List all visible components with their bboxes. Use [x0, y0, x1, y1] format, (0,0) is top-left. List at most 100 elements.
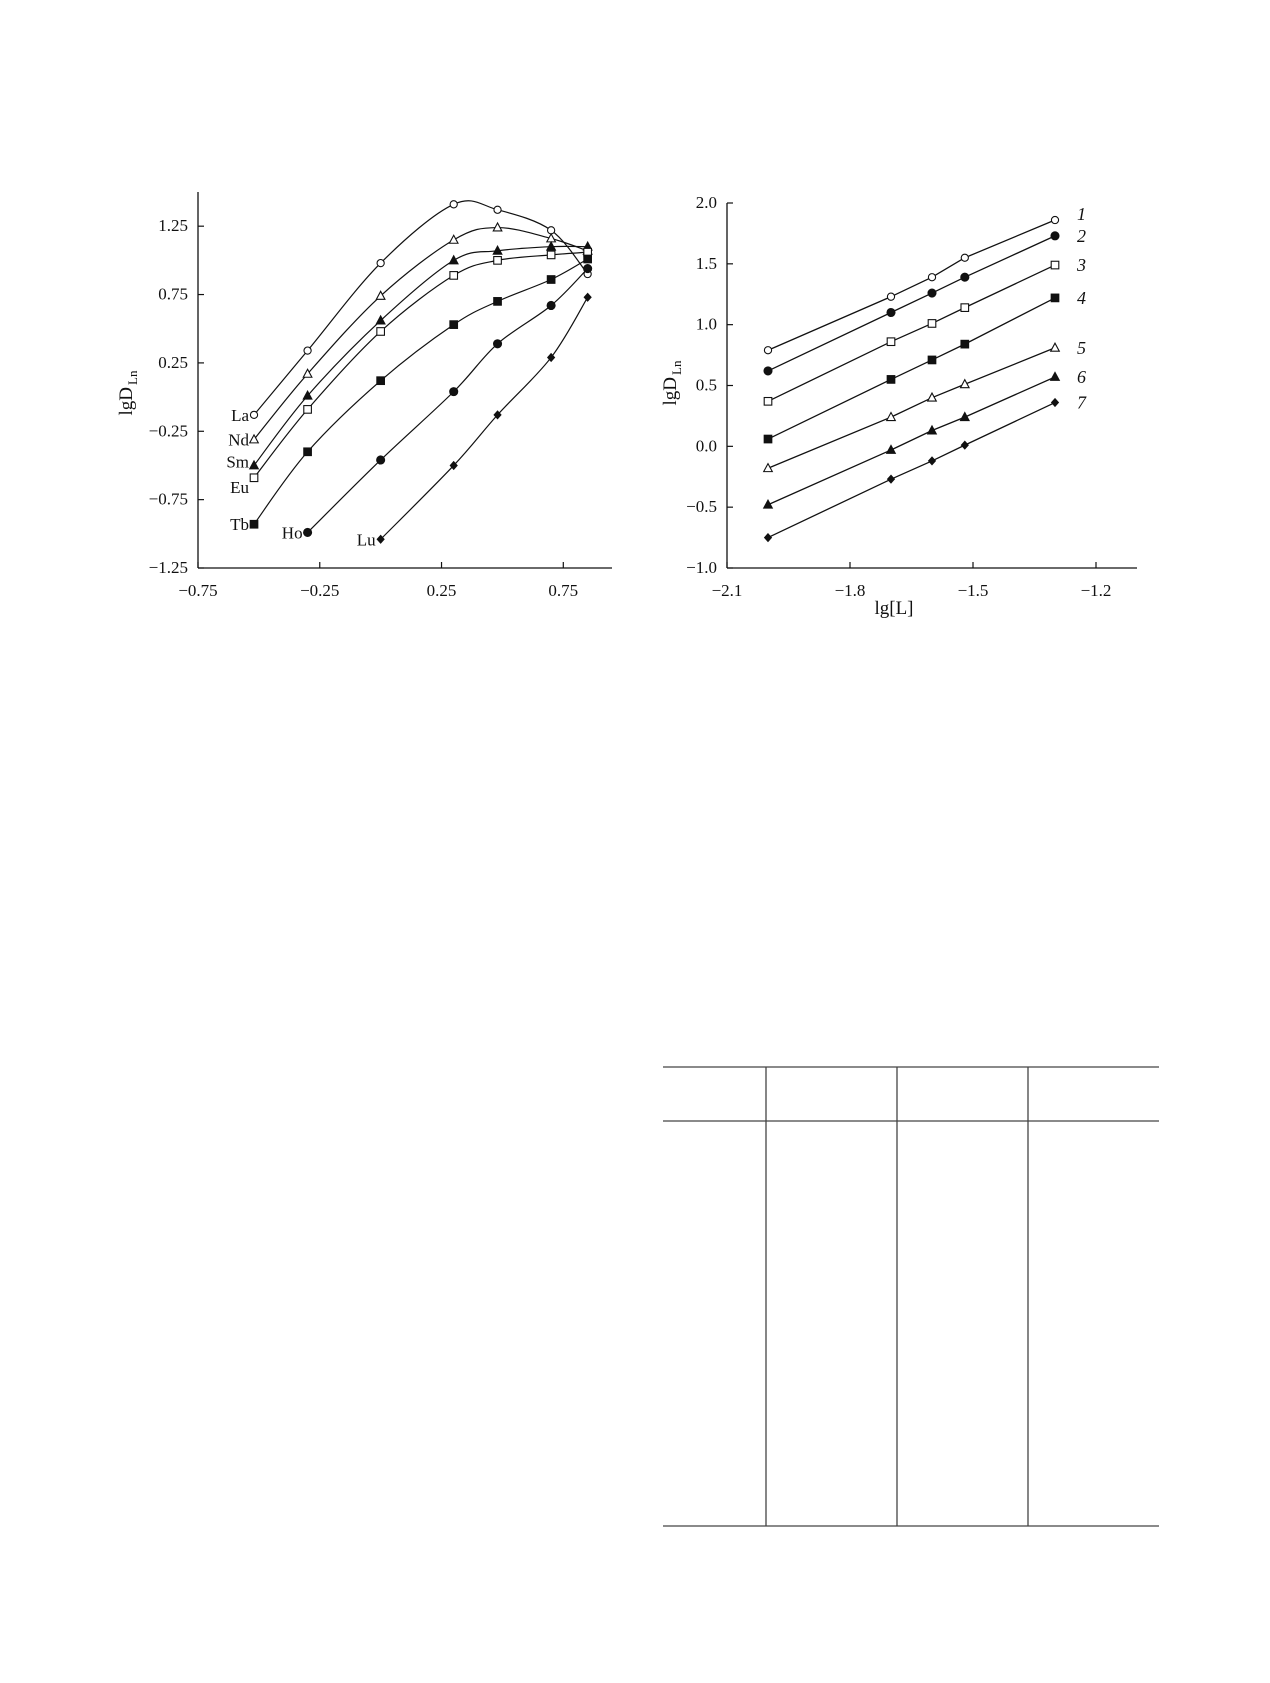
data-point-open-square — [376, 327, 385, 336]
series-label: 4 — [1077, 288, 1086, 308]
data-point-filled-circle — [546, 300, 556, 311]
series-label: Tb — [230, 515, 249, 534]
data-point-filled-circle — [583, 264, 593, 274]
data-point-filled-triangle — [375, 314, 386, 325]
x-tick-label: −0.25 — [300, 581, 339, 600]
data-point-filled-square — [927, 355, 937, 365]
x-tick-label: −1.8 — [835, 581, 866, 600]
data-point-open-triangle — [248, 433, 260, 444]
data-point-filled-circle — [960, 272, 970, 282]
y-axis-label-subscript: Ln — [669, 360, 684, 375]
data-point-filled-square — [493, 297, 502, 306]
series-line — [767, 235, 1056, 372]
data-point-filled-triangle — [959, 411, 971, 422]
data-point-filled-square — [303, 447, 312, 457]
data-point-open-triangle — [302, 368, 313, 378]
data-point-filled-circle — [303, 527, 313, 538]
data-point-filled-diamond — [546, 352, 556, 363]
data-point-filled-square — [583, 254, 592, 264]
y-tick-label: 1.25 — [158, 216, 188, 235]
series-label: 2 — [1077, 226, 1086, 246]
data-point-filled-diamond — [449, 460, 458, 471]
series-label: Ho — [282, 523, 303, 542]
data-point-open-square — [546, 250, 556, 260]
data-point-open-triangle — [885, 411, 897, 422]
series-3: 3 — [763, 255, 1086, 406]
data-point-filled-diamond — [927, 456, 937, 466]
series-line — [767, 376, 1056, 506]
y-tick-label: −0.5 — [686, 497, 717, 516]
data-point-filled-diamond — [493, 410, 502, 420]
x-tick-label: −1.2 — [1081, 581, 1112, 600]
x-tick-label: 0.75 — [548, 581, 578, 600]
series-line — [767, 401, 1056, 539]
series-6: 6 — [762, 367, 1086, 509]
data-point-open-square — [1050, 260, 1060, 270]
data-point-filled-square — [886, 375, 896, 384]
data-point-filled-diamond — [886, 474, 896, 484]
y-tick-label: 2.0 — [696, 193, 717, 212]
y-tick-label: −1.0 — [686, 558, 717, 577]
series-curve — [253, 251, 588, 479]
series-1: 1 — [763, 204, 1086, 355]
y-tick-label: 0.75 — [158, 285, 188, 304]
series-2: 2 — [763, 226, 1086, 376]
y-tick-label: 0.0 — [696, 436, 717, 455]
data-point-filled-diamond — [763, 532, 773, 543]
series-curve — [380, 296, 589, 540]
data-point-filled-square — [960, 339, 970, 349]
data-point-filled-triangle — [248, 459, 260, 470]
series-Lu: Lu — [357, 292, 592, 549]
series-curve — [253, 245, 588, 466]
x-tick-label: 0.25 — [427, 581, 457, 600]
data-point-open-square — [927, 319, 937, 328]
data-point-open-triangle — [959, 378, 971, 389]
data-point-filled-square — [546, 275, 556, 284]
data-table — [663, 1066, 1159, 1527]
data-point-filled-circle — [886, 307, 896, 318]
data-point-open-square — [763, 396, 773, 406]
series-La: La — [231, 200, 592, 425]
data-point-filled-triangle — [302, 389, 313, 400]
y-axis-label: lgD Ln — [660, 360, 684, 405]
data-point-filled-triangle — [492, 245, 503, 255]
data-point-open-square — [249, 473, 259, 483]
data-point-filled-circle — [927, 288, 937, 298]
y-axis-label: lgD Ln — [116, 370, 140, 415]
data-point-filled-square — [763, 434, 773, 444]
y-tick-label: 1.5 — [696, 254, 717, 273]
y-tick-label: 0.5 — [696, 376, 717, 395]
data-point-open-square — [449, 271, 459, 280]
data-point-open-circle — [376, 258, 385, 268]
chart-left-lgD-vs-x: lgD Ln −0.75 −0.25 0.25 0.75 1.25 0.75 0.25 −0.… — [116, 192, 612, 600]
data-point-filled-triangle — [926, 424, 938, 435]
x-tick-label: −2.1 — [712, 581, 743, 600]
chart-right-lgD-vs-lgL: lgD Ln lg[L] −2.1 −1.8 −1.5 −1.2 2.0 1.5 1.0 0.… — [660, 193, 1137, 619]
series-label: Eu — [230, 478, 249, 497]
series-line — [767, 264, 1056, 402]
data-point-open-triangle — [762, 462, 774, 473]
series-4: 4 — [763, 288, 1086, 444]
data-point-open-circle — [960, 253, 969, 262]
series-label: 1 — [1077, 204, 1086, 224]
series-curve — [253, 200, 589, 416]
data-point-open-circle — [493, 205, 502, 214]
data-point-filled-circle — [763, 366, 773, 376]
series-curve — [253, 258, 588, 525]
series-label: La — [231, 406, 249, 425]
series-line — [767, 347, 1056, 469]
series-Ho: Ho — [282, 264, 593, 542]
data-point-filled-square — [376, 376, 385, 386]
y-tick-label: −1.25 — [149, 558, 188, 577]
y-axis-label-text: lgD — [660, 377, 681, 406]
data-point-filled-diamond — [376, 534, 385, 544]
series-line — [767, 297, 1056, 440]
data-point-filled-square — [249, 519, 259, 529]
data-point-open-triangle — [492, 221, 503, 232]
data-point-open-triangle — [375, 290, 386, 300]
data-point-filled-circle — [449, 387, 459, 397]
data-point-filled-triangle — [885, 444, 897, 454]
x-tick-label: −1.5 — [958, 581, 989, 600]
y-tick-label: −0.25 — [149, 421, 188, 440]
